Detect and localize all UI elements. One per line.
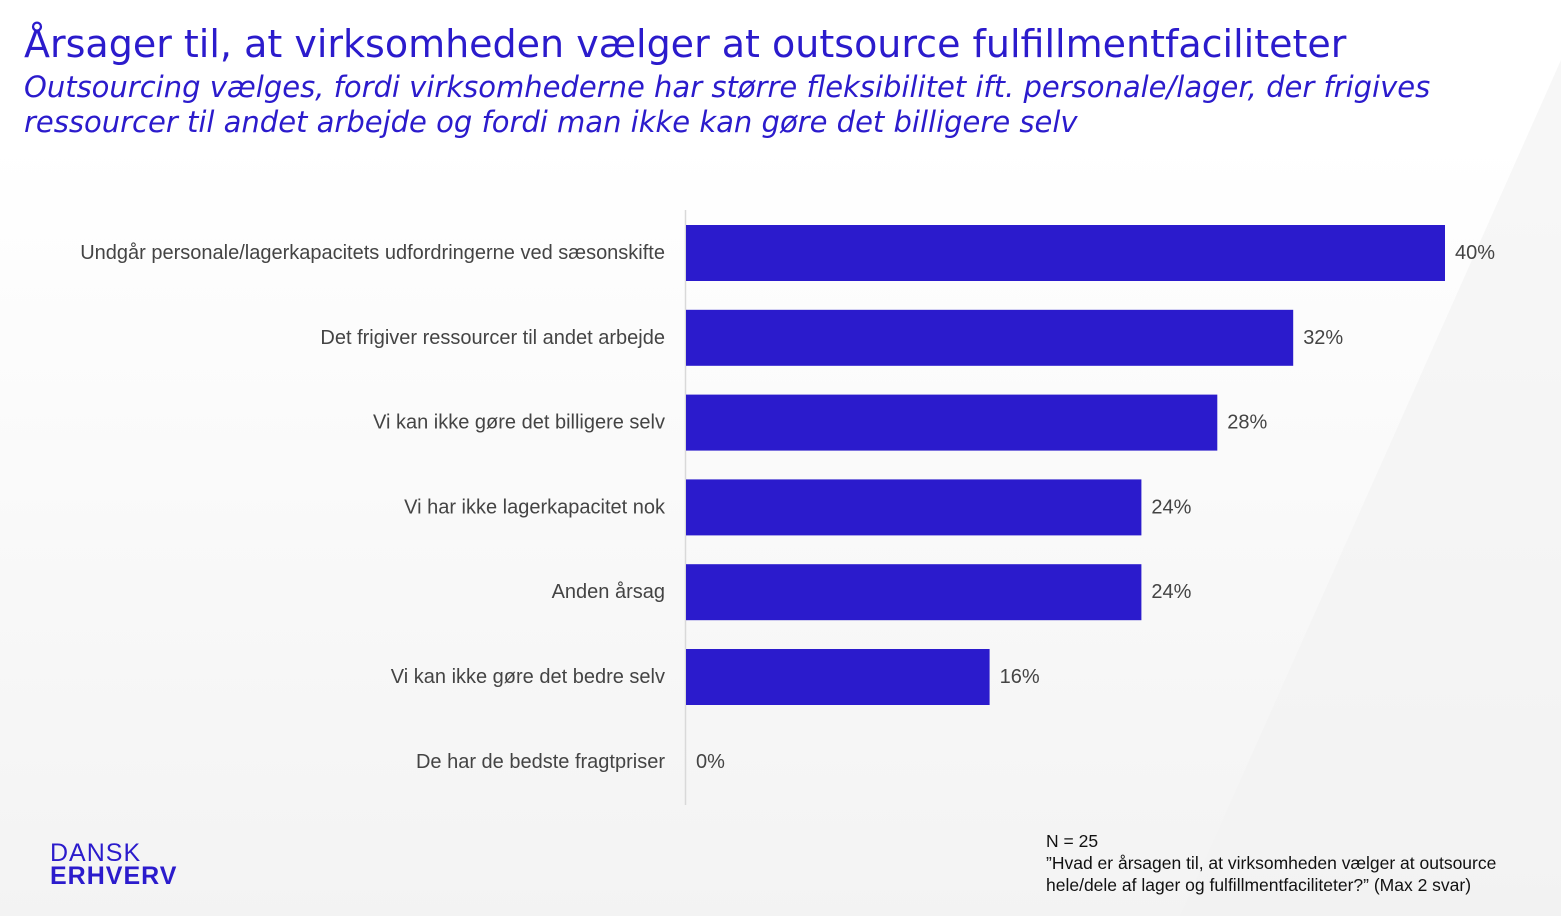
footnote: N = 25 ”Hvad er årsagen til, at virksomh… [1046, 830, 1546, 896]
bar [686, 309, 1294, 366]
category-label: Anden årsag [552, 581, 665, 603]
bar [686, 479, 1142, 536]
bar [686, 225, 1445, 281]
survey-question-line-1: ”Hvad er årsagen til, at virksomheden væ… [1046, 853, 1497, 873]
data-label: 16% [1000, 666, 1040, 688]
data-label: 28% [1227, 412, 1267, 434]
sample-size: N = 25 [1046, 831, 1099, 851]
chart-subtitle: Outsourcing vælges, fordi virksomhederne… [24, 70, 1431, 139]
category-label: Undgår personale/lagerkapacitets udfordr… [80, 242, 665, 264]
bar [686, 564, 1142, 621]
data-label: 24% [1151, 496, 1191, 518]
logo-line-1: DANSK [50, 839, 142, 867]
category-label: Vi har ikke lagerkapacitet nok [404, 496, 666, 518]
category-label: Vi kan ikke gøre det bedre selv [391, 666, 665, 688]
data-label: 32% [1303, 327, 1343, 349]
dansk-erhverv-logo: DANSK ERHVERV [50, 839, 178, 890]
survey-question-line-2: hele/dele af lager og fulfillmentfacilit… [1046, 875, 1472, 895]
data-label: 0% [696, 751, 725, 773]
bar [686, 649, 990, 705]
chart-title: Årsager til, at virksomheden vælger at o… [24, 22, 1347, 66]
category-label: Vi kan ikke gøre det billigere selv [373, 412, 665, 434]
category-label: Det frigiver ressourcer til andet arbejd… [320, 327, 665, 349]
data-label: 24% [1151, 581, 1191, 603]
logo-line-2: ERHVERV [50, 862, 178, 890]
bar [686, 394, 1218, 451]
data-label: 40% [1455, 242, 1495, 264]
category-label: De har de bedste fragtpriser [416, 751, 665, 773]
